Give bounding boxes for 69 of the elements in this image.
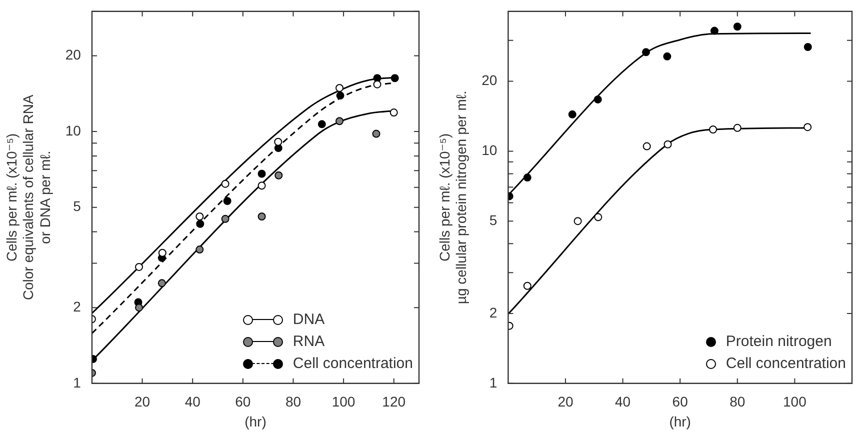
point: [574, 217, 582, 226]
point: [733, 22, 742, 31]
y-axis-title: Cells per mℓ. (x10⁻⁵) µg cellular protein nitrogen per mℓ.: [436, 90, 470, 304]
point: [523, 282, 532, 290]
x-tick-label: 20: [134, 394, 150, 410]
point: [274, 171, 283, 180]
point: [390, 108, 398, 117]
point: [336, 84, 344, 92]
point: [733, 124, 742, 132]
point: [804, 43, 812, 52]
legend-label: Cell concentration: [292, 354, 413, 374]
legend-label: Protein nitrogen: [726, 332, 832, 352]
point: [663, 52, 672, 60]
point: [373, 80, 382, 88]
point: [568, 110, 576, 118]
point: [258, 182, 266, 190]
y-tick-label: 1: [489, 374, 498, 390]
point: [390, 74, 399, 82]
point: [642, 142, 651, 150]
point: [258, 170, 266, 178]
x-axis-title: (hr): [669, 413, 691, 430]
point: [709, 126, 718, 134]
point: [523, 174, 532, 182]
y-tick-label: 2: [73, 298, 82, 314]
point: [223, 197, 232, 205]
y-tick-label: 1: [73, 374, 82, 390]
x-tick-label: 80: [285, 394, 302, 410]
point: [664, 140, 672, 148]
point: [135, 262, 144, 271]
y-tick-label: 20: [482, 72, 498, 88]
point: [221, 214, 230, 223]
point: [196, 212, 204, 220]
y-tick-label: 10: [65, 122, 82, 138]
point: [336, 92, 344, 100]
point: [196, 246, 204, 254]
point: [804, 123, 812, 132]
y-tick-label: 20: [65, 46, 82, 63]
x-axis-title: (hr): [244, 413, 266, 430]
y-tick-label: 2: [489, 304, 498, 320]
legend-label: RNA: [292, 332, 325, 352]
point: [642, 48, 650, 56]
x-tick-label: 120: [382, 394, 406, 410]
x-tick-label: 80: [730, 394, 746, 410]
legend-label: Cell concentration: [726, 354, 846, 374]
point: [158, 248, 166, 257]
x-tick-label: 60: [235, 394, 251, 410]
y-tick-label: 10: [482, 142, 498, 158]
legend-label: DNA: [292, 310, 325, 330]
point: [710, 26, 718, 35]
x-tick-label: 60: [672, 394, 688, 410]
point: [594, 95, 602, 104]
point: [318, 120, 326, 128]
y-tick-label: 5: [489, 212, 498, 228]
x-tick-label: 40: [184, 394, 201, 410]
y-tick-label: 5: [73, 198, 82, 214]
x-tick-label: 20: [558, 394, 574, 410]
point: [336, 117, 344, 126]
point: [196, 220, 204, 228]
point: [594, 213, 602, 222]
point: [372, 130, 380, 138]
point: [258, 212, 266, 220]
point: [274, 138, 282, 146]
y-axis-title: Cells per mℓ. (x10⁻⁵) Color equivalents of cellular RNA or DNA per mℓ.: [3, 94, 53, 300]
x-tick-label: 40: [614, 394, 631, 410]
point: [135, 304, 144, 312]
point: [158, 279, 166, 288]
x-tick-label: 100: [783, 394, 807, 410]
point: [221, 180, 230, 188]
x-tick-label: 100: [332, 394, 356, 410]
